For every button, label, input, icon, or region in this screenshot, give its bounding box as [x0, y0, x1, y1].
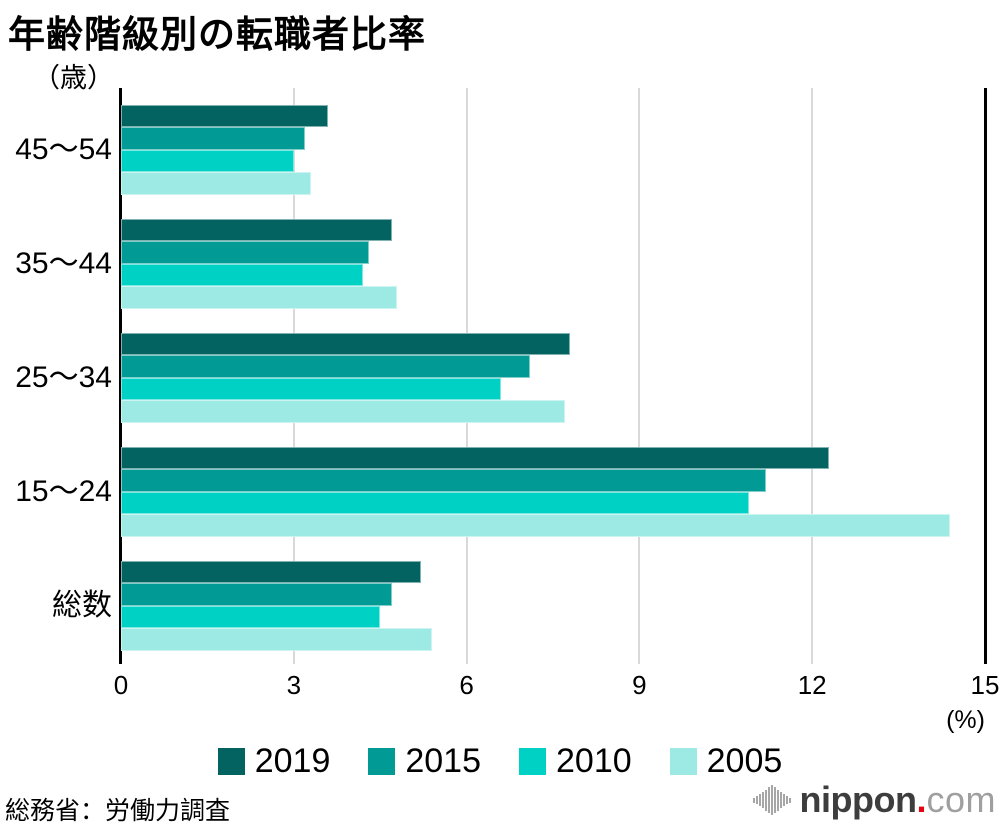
bar-45〜54-2010 [121, 149, 294, 173]
bar-25〜34-2005 [121, 400, 565, 423]
logo-dot: . [916, 779, 927, 820]
bar-15〜24-2010 [121, 491, 749, 515]
bar-35〜44-2005 [121, 286, 398, 309]
soundwave-bar-1 [755, 796, 758, 804]
bar-45〜54-2005 [121, 172, 312, 195]
bar-group-45〜54 [121, 105, 985, 195]
soundwave-icon [752, 783, 791, 817]
legend-swatch-2010 [519, 748, 546, 775]
nippon-com-logo: nippon.com [752, 778, 996, 822]
category-label-25〜34: 25〜34 [15, 360, 112, 394]
bar-総数-2005 [121, 628, 433, 651]
soundwave-bar-5 [767, 787, 770, 813]
bar-25〜34-2019 [121, 333, 571, 356]
logo-tld: com [926, 779, 996, 820]
y-axis-line [119, 88, 122, 664]
x-tick-label-6: 6 [459, 670, 474, 700]
legend-item-2010: 2010 [519, 742, 632, 781]
soundwave-bar-8 [776, 789, 779, 811]
legend-swatch-2015 [368, 748, 396, 775]
soundwave-bar-0 [752, 797, 755, 803]
x-tick-label-9: 9 [632, 670, 647, 700]
logo-name: nippon [799, 779, 917, 820]
bar-35〜44-2015 [121, 241, 369, 264]
bar-総数-2015 [121, 583, 392, 606]
x-axis: 0 3 6 9 12 15 [114, 670, 1000, 702]
soundwave-bar-12 [788, 797, 791, 803]
plot-right-border [984, 88, 987, 664]
bar-group-25〜34 [121, 333, 985, 423]
gridline-9 [638, 88, 641, 664]
bar-45〜54-2019 [121, 105, 329, 128]
x-tick-label-3: 3 [286, 670, 302, 700]
bar-35〜44-2019 [121, 219, 392, 242]
gridline-12 [811, 88, 814, 664]
bar-15〜24-2015 [121, 469, 767, 492]
source-caption: 総務省：労働力調査 [5, 797, 231, 825]
soundwave-bar-11 [785, 796, 788, 804]
x-tick-label-15: 15 [970, 670, 1000, 700]
bar-group-15〜24 [121, 447, 985, 537]
soundwave-bar-2 [758, 794, 761, 806]
bar-25〜34-2015 [121, 355, 530, 378]
legend-swatch-2005 [669, 748, 697, 775]
legend-label-2005: 2005 [706, 742, 783, 780]
category-label-総数: 総数 [52, 588, 112, 622]
soundwave-bar-3 [761, 792, 764, 808]
legend-swatch-2019 [217, 748, 245, 775]
bar-総数-2010 [121, 605, 381, 629]
category-label-45〜54: 45〜54 [15, 132, 112, 166]
soundwave-bar-6 [770, 785, 773, 815]
bar-総数-2019 [121, 561, 421, 584]
bar-25〜34-2010 [121, 377, 502, 401]
legend-item-2005: 2005 [669, 742, 783, 781]
soundwave-bar-4 [764, 789, 767, 811]
soundwave-bar-10 [782, 794, 785, 806]
category-label-35〜44: 35〜44 [15, 246, 112, 280]
legend-label-2015: 2015 [405, 742, 481, 780]
bar-35〜44-2010 [121, 263, 363, 287]
legend: 2019 2015 2010 2005 [0, 742, 1000, 781]
bar-15〜24-2005 [121, 514, 951, 537]
x-axis-unit-label: (%) [946, 706, 985, 734]
bar-45〜54-2015 [121, 127, 306, 150]
x-tick-label-0: 0 [113, 670, 129, 700]
chart-title: 年齢階級別の転職者比率 [8, 14, 426, 55]
bar-15〜24-2019 [121, 447, 830, 470]
x-tick-label-12: 12 [797, 670, 827, 700]
category-label-15〜24: 15〜24 [15, 474, 112, 508]
logo-text: nippon.com [800, 778, 996, 822]
legend-label-2010: 2010 [556, 742, 632, 780]
soundwave-bar-9 [779, 792, 782, 808]
legend-item-2019: 2019 [217, 742, 331, 781]
bar-group-総数 [121, 561, 985, 651]
plot-area [119, 88, 987, 664]
legend-label-2019: 2019 [254, 742, 331, 780]
y-axis-unit-label: （歳） [33, 63, 114, 93]
bar-group-35〜44 [121, 219, 985, 309]
legend-item-2015: 2015 [368, 742, 481, 781]
soundwave-bar-7 [773, 787, 776, 813]
